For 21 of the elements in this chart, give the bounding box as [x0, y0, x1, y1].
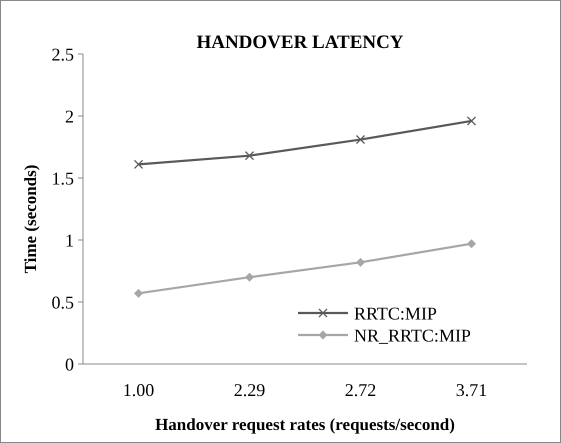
x-tick-label: 2.29	[234, 380, 266, 400]
point	[245, 272, 254, 282]
point	[134, 288, 143, 298]
y-tick-label: 2.5	[52, 44, 74, 64]
chart-title: HANDOVER LATENCY	[196, 32, 404, 53]
x-tick-label: 3.71	[456, 380, 488, 400]
y-tick-label: 0	[65, 354, 74, 374]
x-tick-label: 1.00	[122, 380, 154, 400]
point	[134, 160, 143, 169]
legend-label: RRTC:MIP	[354, 303, 437, 324]
y-tick-label: 1	[65, 230, 74, 250]
point	[245, 151, 254, 160]
y-tick-label: 2	[65, 106, 74, 126]
y-tick-label: 1.5	[52, 168, 74, 188]
x-axis-title: Handover request rates (requests/second)	[155, 415, 455, 434]
y-tick-label: 0.5	[52, 292, 74, 312]
x-tick-label: 2.72	[344, 380, 376, 400]
y-axis-title: Time (seconds)	[21, 164, 40, 274]
point	[356, 258, 365, 267]
point	[467, 239, 476, 248]
legend-label: NR_RRTC:MIP	[354, 325, 471, 346]
